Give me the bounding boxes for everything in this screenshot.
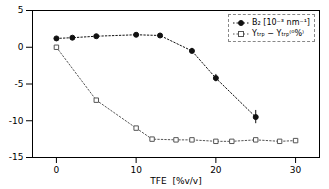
svg-text:-10: -10 bbox=[9, 116, 24, 126]
svg-text:5: 5 bbox=[18, 5, 24, 15]
svg-text:0: 0 bbox=[18, 42, 24, 52]
svg-text:10: 10 bbox=[130, 165, 142, 175]
svg-text:0: 0 bbox=[54, 165, 60, 175]
svg-text:-15: -15 bbox=[9, 152, 24, 162]
svg-text:-5: -5 bbox=[15, 79, 24, 89]
svg-text:TFE [%v/v]: TFE [%v/v] bbox=[149, 176, 201, 186]
svg-text:30: 30 bbox=[290, 165, 302, 175]
html-text:Yₜᵣₚ − Yₜᵣₚ⁽⁰%⁾: Yₜᵣₚ − Yₜᵣₚ⁽⁰%⁾ bbox=[252, 29, 305, 38]
svg-text:20: 20 bbox=[210, 165, 222, 175]
html-text:B₂ [10⁻³ nm⁻¹]: B₂ [10⁻³ nm⁻¹] bbox=[252, 18, 310, 27]
